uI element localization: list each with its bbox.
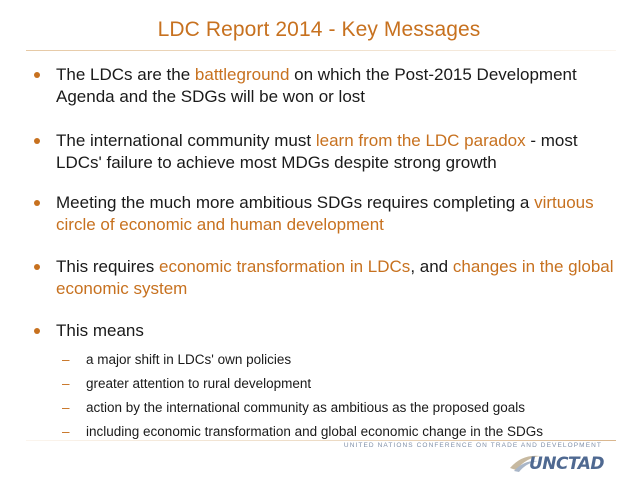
bullet-text: on which the Post-2015 Development Agend…: [56, 65, 577, 106]
bullet-dot-icon: [34, 138, 40, 144]
footer-divider: [26, 440, 616, 441]
bullet-text: - most LDCs' failure to achieve most MDG…: [56, 131, 578, 172]
bullet-dot-icon: [34, 328, 40, 334]
slide-title: LDC Report 2014 - Key Messages: [157, 18, 481, 41]
sub-bullet-text: including economic transformation and gl…: [86, 424, 544, 439]
bullet-highlight: learn from the LDC paradox: [315, 131, 526, 150]
sub-bullet-text: greater attention to rural development: [86, 376, 312, 391]
bullet-dot-icon: [34, 72, 40, 78]
logo-wordmark: UNCTAD: [528, 454, 605, 474]
bullet-highlight: changes in the global economic system: [56, 257, 614, 298]
sub-bullet-text: a major shift in LDCs' own policies: [86, 352, 292, 367]
bullet-item-1: The LDCs are the battleground on which t…: [34, 64, 624, 108]
bullet-dot-icon: [34, 200, 40, 206]
sub-bullet-text: action by the international community as…: [86, 400, 526, 415]
bullet-text: This requires: [56, 257, 159, 276]
sub-bullet-item: – including economic transformation and g…: [62, 420, 622, 444]
dash-icon: –: [62, 400, 70, 415]
bullet-item-4: This requires economic transformation in…: [34, 256, 624, 300]
dash-icon: –: [62, 352, 70, 367]
footer-org-name: UNITED NATIONS CONFERENCE ON TRADE AND D…: [343, 442, 602, 449]
logo-swoosh-icon: [510, 455, 540, 472]
sub-bullet-item: – action by the international community a…: [62, 396, 622, 420]
bullet-text: The international community must: [56, 131, 316, 150]
title-divider: [26, 50, 616, 51]
bullet-item-3: Meeting the much more ambitious SDGs req…: [34, 192, 624, 236]
dash-icon: –: [62, 376, 70, 391]
bullet-highlight: economic transformation in LDCs: [158, 257, 411, 276]
bullet-highlight: battleground: [194, 65, 290, 84]
bullet-text: This means: [56, 321, 144, 340]
bullet-text: , and: [410, 257, 453, 276]
unctad-logo: UNCTAD: [510, 452, 605, 474]
sub-bullet-list: – a major shift in LDCs' own policies – gr…: [62, 348, 622, 444]
bullet-text: Meeting the much more ambitious SDGs req…: [56, 193, 535, 212]
dash-icon: –: [62, 424, 70, 439]
bullet-dot-icon: [34, 264, 40, 270]
sub-bullet-item: – greater attention to rural development: [62, 372, 622, 396]
bullet-highlight: virtuous circle of economic and human de…: [56, 193, 594, 234]
bullet-item-5: This means: [34, 320, 144, 342]
sub-bullet-item: – a major shift in LDCs' own policies: [62, 348, 622, 372]
bullet-text: The LDCs are the: [56, 65, 195, 84]
bullet-item-2: The international community must learn f…: [34, 130, 624, 174]
